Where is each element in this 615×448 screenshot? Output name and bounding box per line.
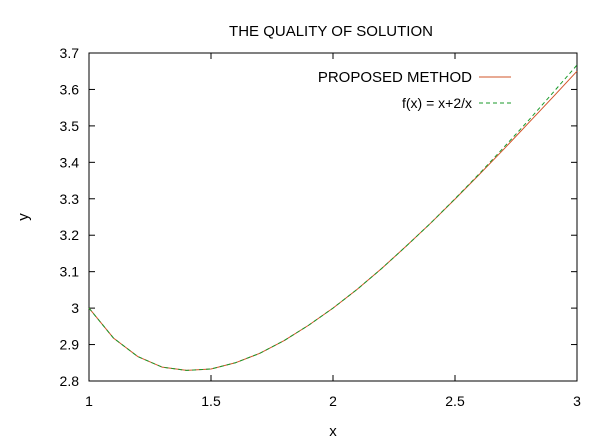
x-tick-label: 1 bbox=[85, 393, 93, 409]
plot-frame bbox=[88, 52, 578, 382]
axis-ticks: 1 1.5 2 2.5 3 2.8 2.9 3 3.1 3.2 3.3 3.4 3.5 3.6 3.7 bbox=[60, 45, 582, 409]
legend: PROPOSED METHOD f(x) = x+2/x bbox=[318, 69, 511, 111]
y-tick-label: 3.2 bbox=[60, 227, 80, 243]
y-tick-label: 3.7 bbox=[60, 45, 80, 61]
y-tick-label: 2.9 bbox=[60, 337, 80, 353]
y-tick-label: 3.4 bbox=[60, 154, 80, 170]
series-line-2 bbox=[88, 64, 578, 371]
y-tick-label: 2.8 bbox=[60, 373, 80, 389]
y-tick-label: 3 bbox=[71, 300, 79, 316]
x-tick-label: 3 bbox=[573, 393, 581, 409]
y-tick-label: 3.3 bbox=[60, 191, 80, 207]
x-tick-label: 2 bbox=[329, 393, 337, 409]
x-tick-label: 1.5 bbox=[201, 393, 221, 409]
chart-title: THE QUALITY OF SOLUTION bbox=[229, 23, 433, 40]
y-tick-label: 3.1 bbox=[60, 264, 80, 280]
x-axis-title: x bbox=[329, 423, 337, 440]
plot-area bbox=[88, 64, 578, 371]
y-tick-label: 3.6 bbox=[60, 81, 80, 97]
x-tick-label: 2.5 bbox=[445, 393, 465, 409]
y-tick-label: 3.5 bbox=[60, 118, 80, 134]
legend-label-2: f(x) = x+2/x bbox=[402, 95, 472, 111]
series-line-1 bbox=[88, 70, 578, 371]
legend-label-1: PROPOSED METHOD bbox=[318, 69, 472, 86]
y-axis-title: y bbox=[15, 213, 32, 221]
